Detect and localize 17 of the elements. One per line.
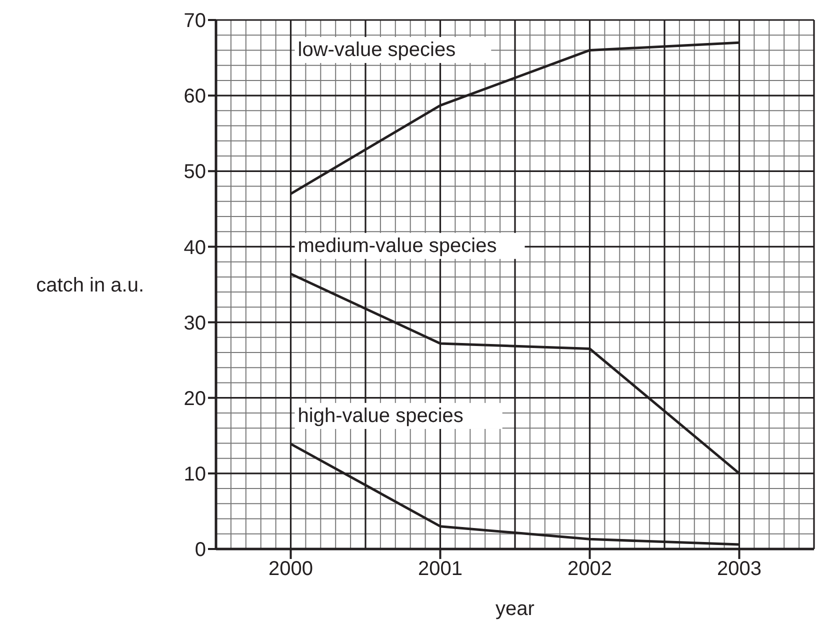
x-tick-label: 2002 <box>568 558 612 580</box>
y-tick-label: 50 <box>184 161 206 184</box>
y-tick-label: 10 <box>184 464 206 486</box>
y-tick-label: 70 <box>184 10 206 32</box>
y-tick-label: 40 <box>184 236 206 259</box>
series-label: medium-value species <box>298 234 497 257</box>
x-axis-title: year <box>496 598 535 620</box>
y-tick-label: 0 <box>194 539 206 562</box>
series-label: high-value species <box>298 404 464 427</box>
x-tick-label: 2001 <box>418 558 462 580</box>
y-axis-title: catch in a.u. <box>36 274 144 297</box>
series-label: low-value species <box>298 39 456 61</box>
y-tick-label: 30 <box>184 312 206 334</box>
y-tick-label: 20 <box>184 388 206 410</box>
x-tick-label: 2000 <box>268 558 313 580</box>
y-tick-label: 60 <box>184 86 206 108</box>
x-tick-label: 2003 <box>717 558 762 580</box>
